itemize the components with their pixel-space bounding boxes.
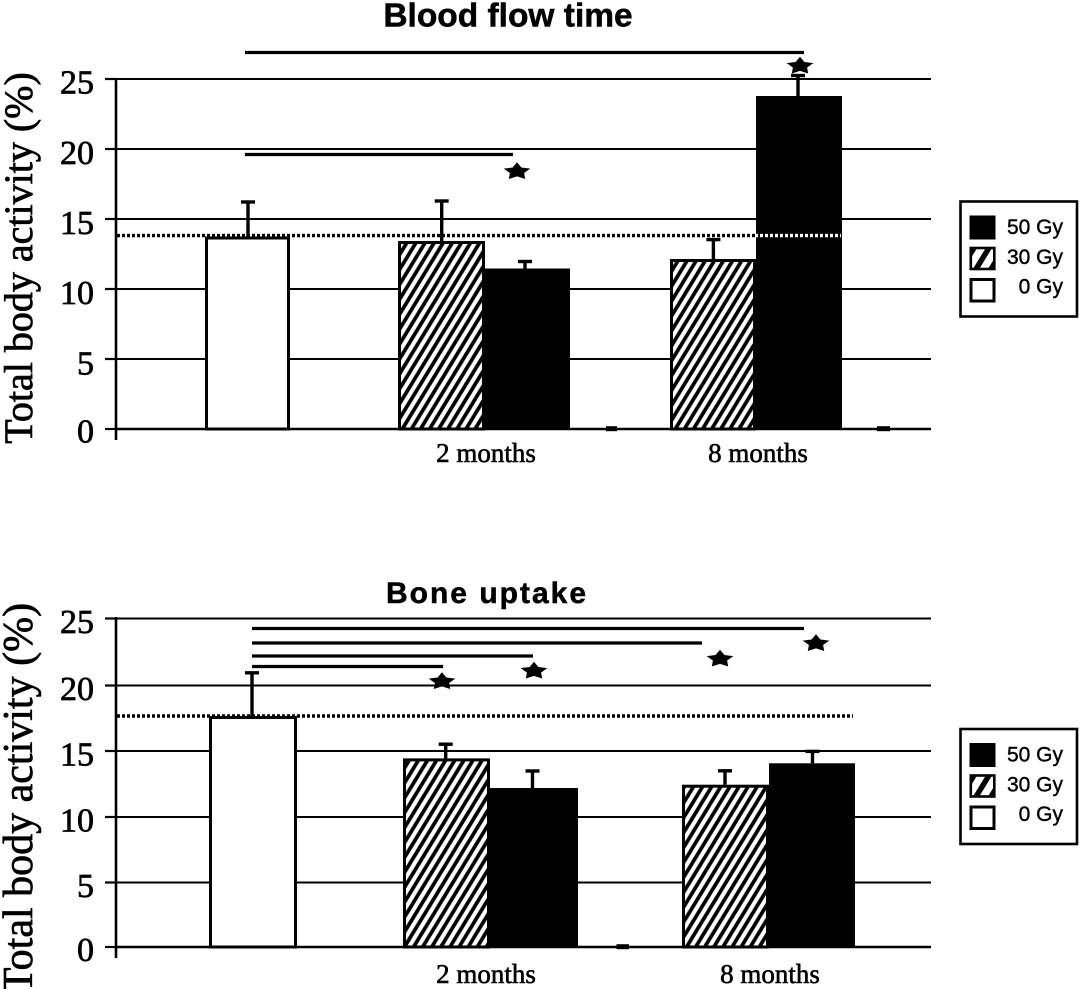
svg-text:2 months: 2 months [436,438,536,468]
svg-text:10: 10 [60,275,94,312]
svg-text:15: 15 [60,205,94,242]
svg-text:25: 25 [60,64,94,101]
svg-text:0 Gy: 0 Gy [1019,276,1064,299]
svg-text:Bone uptake: Bone uptake [386,577,588,610]
svg-text:30 Gy: 30 Gy [1007,246,1064,269]
svg-text:0: 0 [77,413,94,450]
svg-text:Total body activity (%): Total body activity (%) [0,72,41,444]
svg-text:8 months: 8 months [708,438,808,468]
svg-text:2 months: 2 months [436,959,536,989]
svg-text:20: 20 [60,671,94,708]
svg-text:50 Gy: 50 Gy [1007,216,1064,239]
svg-text:30 Gy: 30 Gy [1007,773,1064,796]
svg-text:25: 25 [60,604,94,641]
svg-text:Total body activity (%): Total body activity (%) [0,603,42,989]
svg-text:0: 0 [77,932,94,969]
svg-text:5: 5 [77,345,94,382]
svg-text:5: 5 [77,868,94,905]
svg-text:10: 10 [60,802,94,839]
svg-text:15: 15 [60,736,94,773]
svg-text:0 Gy: 0 Gy [1019,803,1064,826]
svg-text:8 months: 8 months [720,959,820,989]
svg-text:20: 20 [60,135,94,172]
svg-text:50 Gy: 50 Gy [1007,744,1064,767]
svg-text:Blood flow time: Blood flow time [383,0,632,35]
